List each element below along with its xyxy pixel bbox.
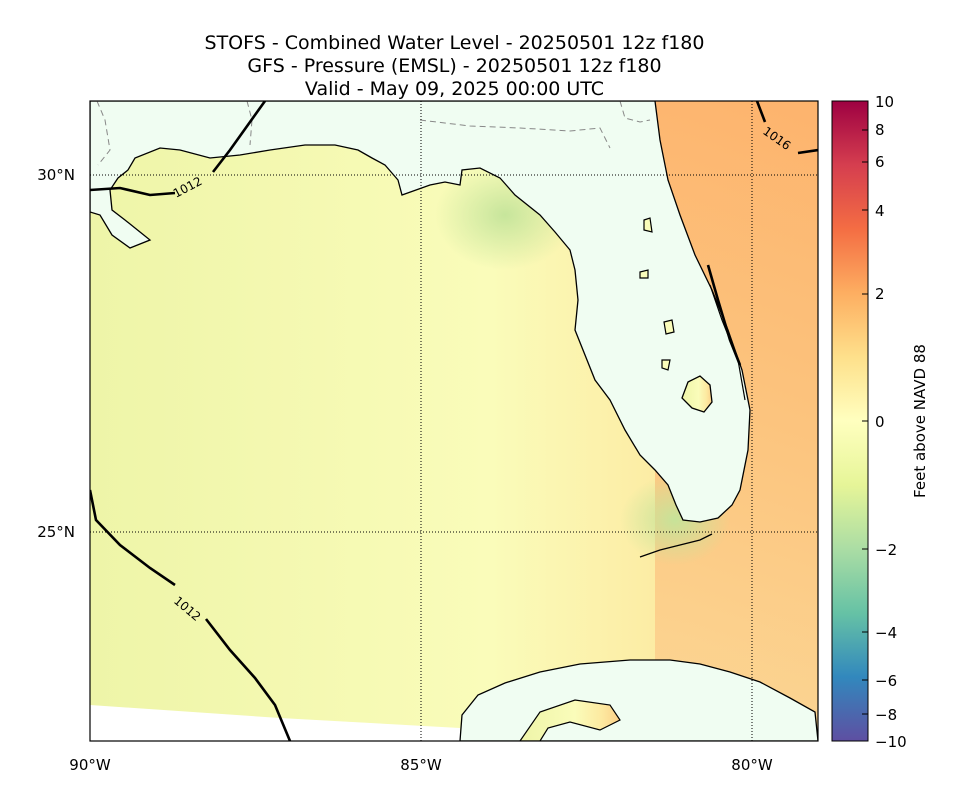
land-southeast-us bbox=[90, 101, 751, 523]
florida-keys bbox=[639, 533, 713, 558]
colorbar-tick-label: −4 bbox=[875, 624, 897, 642]
colorbar-tick-label: −10 bbox=[875, 733, 907, 751]
colorbar-tick-label: 0 bbox=[875, 413, 885, 431]
inland-lake bbox=[663, 319, 675, 335]
state-boundary bbox=[619, 101, 651, 123]
map-title-line1: STOFS - Combined Water Level - 20250501 … bbox=[204, 32, 705, 54]
colorbar-tick-label: −8 bbox=[875, 706, 897, 724]
colorbar-tick-label: 10 bbox=[875, 93, 894, 111]
lon-tick-label: 85°W bbox=[400, 756, 442, 774]
state-boundary bbox=[419, 119, 611, 149]
isobar-1012-north bbox=[90, 101, 267, 197]
map-title-line2: GFS - Pressure (EMSL) - 20250501 12z f18… bbox=[247, 55, 662, 77]
colorbar-tick-label: −6 bbox=[875, 672, 897, 690]
lon-tick-label: 80°W bbox=[731, 756, 773, 774]
colorbar-ticks bbox=[862, 100, 868, 742]
lake-okeechobee bbox=[681, 375, 713, 413]
map-title-line3: Valid - May 09, 2025 00:00 UTC bbox=[304, 78, 605, 100]
lat-tick-label: 25°N bbox=[37, 523, 75, 541]
inland-lake bbox=[643, 217, 653, 233]
inland-lake bbox=[639, 269, 649, 279]
isobar-east-coast bbox=[706, 264, 742, 366]
cuba-bay bbox=[519, 699, 621, 741]
no-data-area bbox=[90, 705, 460, 741]
colorbar-tick-label: 2 bbox=[875, 285, 885, 303]
colorbar-tick-label: 4 bbox=[875, 202, 885, 220]
isobar-1016 bbox=[755, 101, 818, 155]
colorbar-tick-label: 8 bbox=[875, 121, 885, 139]
inland-lake bbox=[661, 359, 671, 371]
colorbar-tick-label: −2 bbox=[875, 541, 897, 559]
isobar-1012-south bbox=[90, 489, 292, 741]
state-boundary bbox=[96, 101, 111, 166]
lon-tick-label: 90°W bbox=[69, 756, 111, 774]
colorbar-label: Feet above NAVD 88 bbox=[911, 344, 929, 498]
colorbar-tick-label: 6 bbox=[875, 153, 885, 171]
map-frame bbox=[89, 100, 819, 742]
lat-tick-label: 30°N bbox=[37, 166, 75, 184]
